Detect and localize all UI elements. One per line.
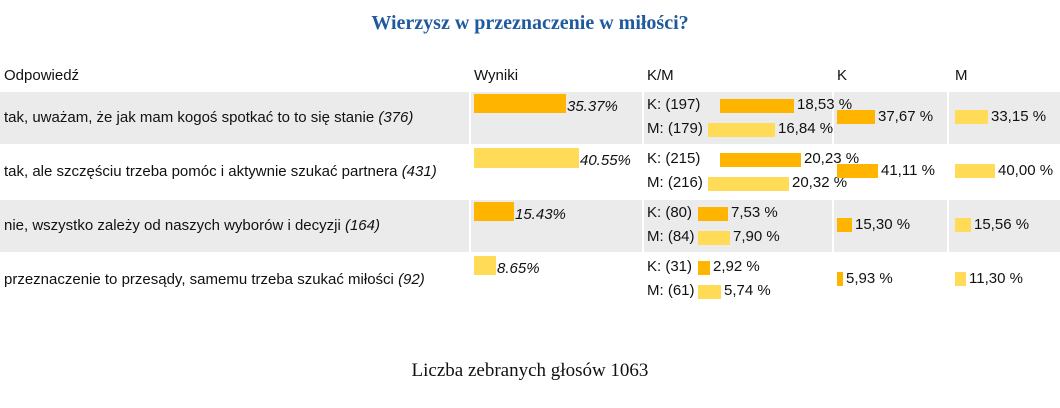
answer-count: (164) bbox=[344, 217, 380, 234]
k-column-bar bbox=[837, 164, 878, 178]
row-background bbox=[0, 92, 469, 144]
m-column-percent: 40,00 % bbox=[998, 162, 1054, 179]
m-percent: 5,74 % bbox=[724, 282, 771, 299]
k-bar bbox=[720, 99, 794, 113]
result-bar bbox=[474, 202, 514, 221]
m-percent: 16,84 % bbox=[778, 120, 834, 137]
answer-label: tak, uważam, że jak mam kogoś spotkać to… bbox=[4, 92, 413, 144]
poll-title: Wierzysz w przeznaczenie w miłości? bbox=[371, 12, 689, 34]
k-bar bbox=[698, 207, 728, 221]
k-column-percent: 37,67 % bbox=[878, 108, 934, 125]
m-bar bbox=[698, 285, 721, 299]
answer-count: (92) bbox=[398, 271, 425, 288]
k-column-bar bbox=[837, 272, 843, 286]
m-column-percent: 11,30 % bbox=[969, 270, 1023, 287]
answer-text: przeznaczenie to przesądy, samemu trzeba… bbox=[4, 271, 399, 288]
k-count: K: (197) bbox=[647, 96, 701, 113]
table-row: nie, wszystko zależy od naszych wyborów … bbox=[0, 200, 1060, 252]
answer-label: tak, ale szczęściu trzeba pomóc i aktywn… bbox=[4, 146, 437, 198]
result-percent: 35.37% bbox=[567, 98, 618, 115]
header-results: Wyniki bbox=[474, 67, 519, 84]
answer-text: tak, uważam, że jak mam kogoś spotkać to… bbox=[4, 109, 379, 126]
row-background bbox=[644, 200, 832, 252]
k-count: K: (80) bbox=[647, 204, 693, 221]
m-bar bbox=[698, 231, 730, 245]
m-bar bbox=[708, 123, 775, 137]
k-bar bbox=[698, 261, 710, 275]
m-column-bar bbox=[955, 272, 966, 286]
k-bar bbox=[720, 153, 801, 167]
k-column-percent: 15,30 % bbox=[855, 216, 911, 233]
m-percent: 20,32 % bbox=[792, 174, 848, 191]
k-count: K: (215) bbox=[647, 150, 701, 167]
m-column-percent: 15,56 % bbox=[974, 216, 1030, 233]
m-count: M: (61) bbox=[647, 282, 695, 299]
header-answer: Odpowiedź bbox=[4, 67, 80, 84]
k-percent: 7,53 % bbox=[731, 204, 778, 221]
k-percent: 20,23 % bbox=[804, 150, 860, 167]
k-column-bar bbox=[837, 218, 852, 232]
answer-count: (431) bbox=[401, 163, 437, 180]
header-k: K bbox=[837, 67, 848, 84]
m-column-bar bbox=[955, 110, 988, 124]
row-background bbox=[0, 200, 469, 252]
table-row: tak, ale szczęściu trzeba pomóc i aktywn… bbox=[0, 146, 1060, 198]
header-km: K/M bbox=[647, 67, 674, 84]
result-percent: 40.55% bbox=[580, 152, 631, 169]
m-bar bbox=[708, 177, 789, 191]
m-percent: 7,90 % bbox=[733, 228, 780, 245]
result-percent: 8.65% bbox=[497, 260, 540, 277]
result-bar bbox=[474, 256, 496, 275]
result-bar bbox=[474, 148, 579, 168]
header-m: M bbox=[955, 67, 968, 84]
k-column-bar bbox=[837, 110, 875, 124]
result-bar bbox=[474, 94, 566, 113]
row-background bbox=[834, 200, 947, 252]
k-column-percent: 41,11 % bbox=[881, 162, 935, 179]
m-count: M: (216) bbox=[647, 174, 703, 191]
answer-text: tak, ale szczęściu trzeba pomóc i aktywn… bbox=[4, 163, 402, 180]
answer-label: nie, wszystko zależy od naszych wyborów … bbox=[4, 200, 380, 252]
m-count: M: (179) bbox=[647, 120, 703, 137]
k-count: K: (31) bbox=[647, 258, 693, 275]
total-votes: Liczba zebranych głosów 1063 bbox=[411, 360, 649, 381]
answer-text: nie, wszystko zależy od naszych wyborów … bbox=[4, 217, 345, 234]
answer-count: (376) bbox=[378, 109, 414, 126]
k-percent: 18,53 % bbox=[797, 96, 853, 113]
k-column-percent: 5,93 % bbox=[846, 270, 893, 287]
m-count: M: (84) bbox=[647, 228, 695, 245]
m-column-bar bbox=[955, 164, 995, 178]
result-percent: 15.43% bbox=[515, 206, 566, 223]
answer-label: przeznaczenie to przesądy, samemu trzeba… bbox=[4, 254, 425, 306]
m-column-bar bbox=[955, 218, 971, 232]
table-row: przeznaczenie to przesądy, samemu trzeba… bbox=[0, 254, 1060, 306]
m-column-percent: 33,15 % bbox=[991, 108, 1047, 125]
k-percent: 2,92 % bbox=[713, 258, 760, 275]
table-row: tak, uważam, że jak mam kogoś spotkać to… bbox=[0, 92, 1060, 144]
